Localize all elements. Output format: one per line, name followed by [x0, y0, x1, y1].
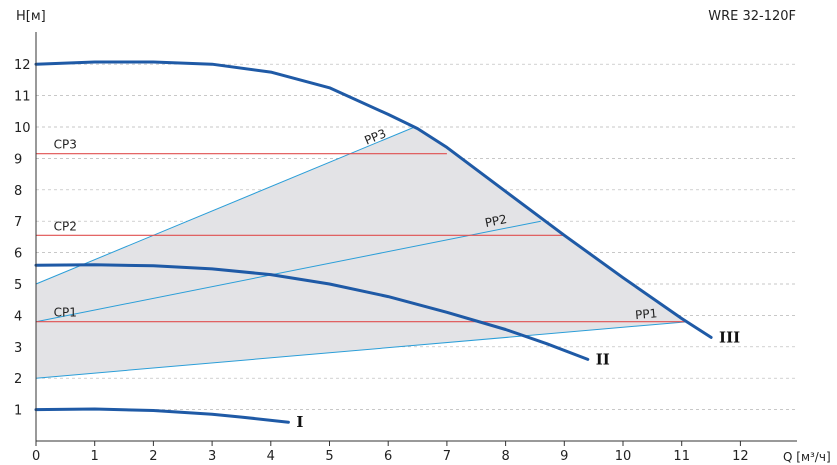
y-tick-label: 3 [14, 341, 22, 356]
x-tick-label: 1 [91, 449, 99, 464]
x-tick-label: 10 [615, 449, 632, 464]
y-axis-label: H[м] [16, 9, 46, 24]
y-tick-label: 7 [14, 215, 22, 230]
speed-curve [34, 407, 290, 424]
y-tick-label: 4 [14, 309, 22, 324]
x-axis-label: Q [м³/ч] [783, 450, 831, 464]
operating-area [36, 127, 688, 379]
speed-curve [34, 263, 590, 361]
pp-line [35, 220, 541, 323]
y-tick-label: 12 [14, 58, 31, 73]
x-tick-label: 8 [501, 449, 509, 464]
y-tick-label: 5 [14, 278, 22, 293]
speed-curve-label: I [296, 413, 303, 431]
control-lines [35, 126, 688, 379]
x-tick-label: 7 [443, 449, 451, 464]
x-tick-label: 2 [149, 449, 157, 464]
x-tick-label: 4 [267, 449, 275, 464]
y-tick-label: 6 [14, 247, 22, 262]
cp-line-label: CP3 [54, 138, 77, 152]
x-tick-label: 11 [673, 449, 690, 464]
speed-curve [34, 60, 713, 339]
x-tick-label: 5 [325, 449, 333, 464]
y-tick-label: 9 [14, 152, 22, 167]
pp-line-label: PP2 [484, 212, 508, 230]
x-tick-label: 12 [732, 449, 749, 464]
y-tick-label: 2 [14, 372, 22, 387]
x-tick-label: 0 [32, 449, 40, 464]
cp-line-label: CP2 [54, 219, 77, 233]
speed-curve-label: II [596, 350, 610, 368]
y-tick-label: 10 [14, 121, 31, 136]
y-tick-label: 1 [14, 404, 22, 419]
chart-title: WRE 32-120F [708, 9, 796, 24]
operating-area-fill [36, 127, 688, 379]
cp-line-label: CP1 [54, 306, 77, 320]
x-tick-label: 6 [384, 449, 392, 464]
x-tick-label: 9 [560, 449, 568, 464]
y-tick-label: 8 [14, 184, 22, 199]
y-tick-label: 11 [14, 90, 31, 105]
x-tick-label: 3 [208, 449, 216, 464]
speed-curves [34, 60, 713, 424]
pp-line-label: PP1 [635, 306, 658, 322]
speed-curve-label: III [719, 328, 740, 346]
pp-line [35, 321, 688, 379]
